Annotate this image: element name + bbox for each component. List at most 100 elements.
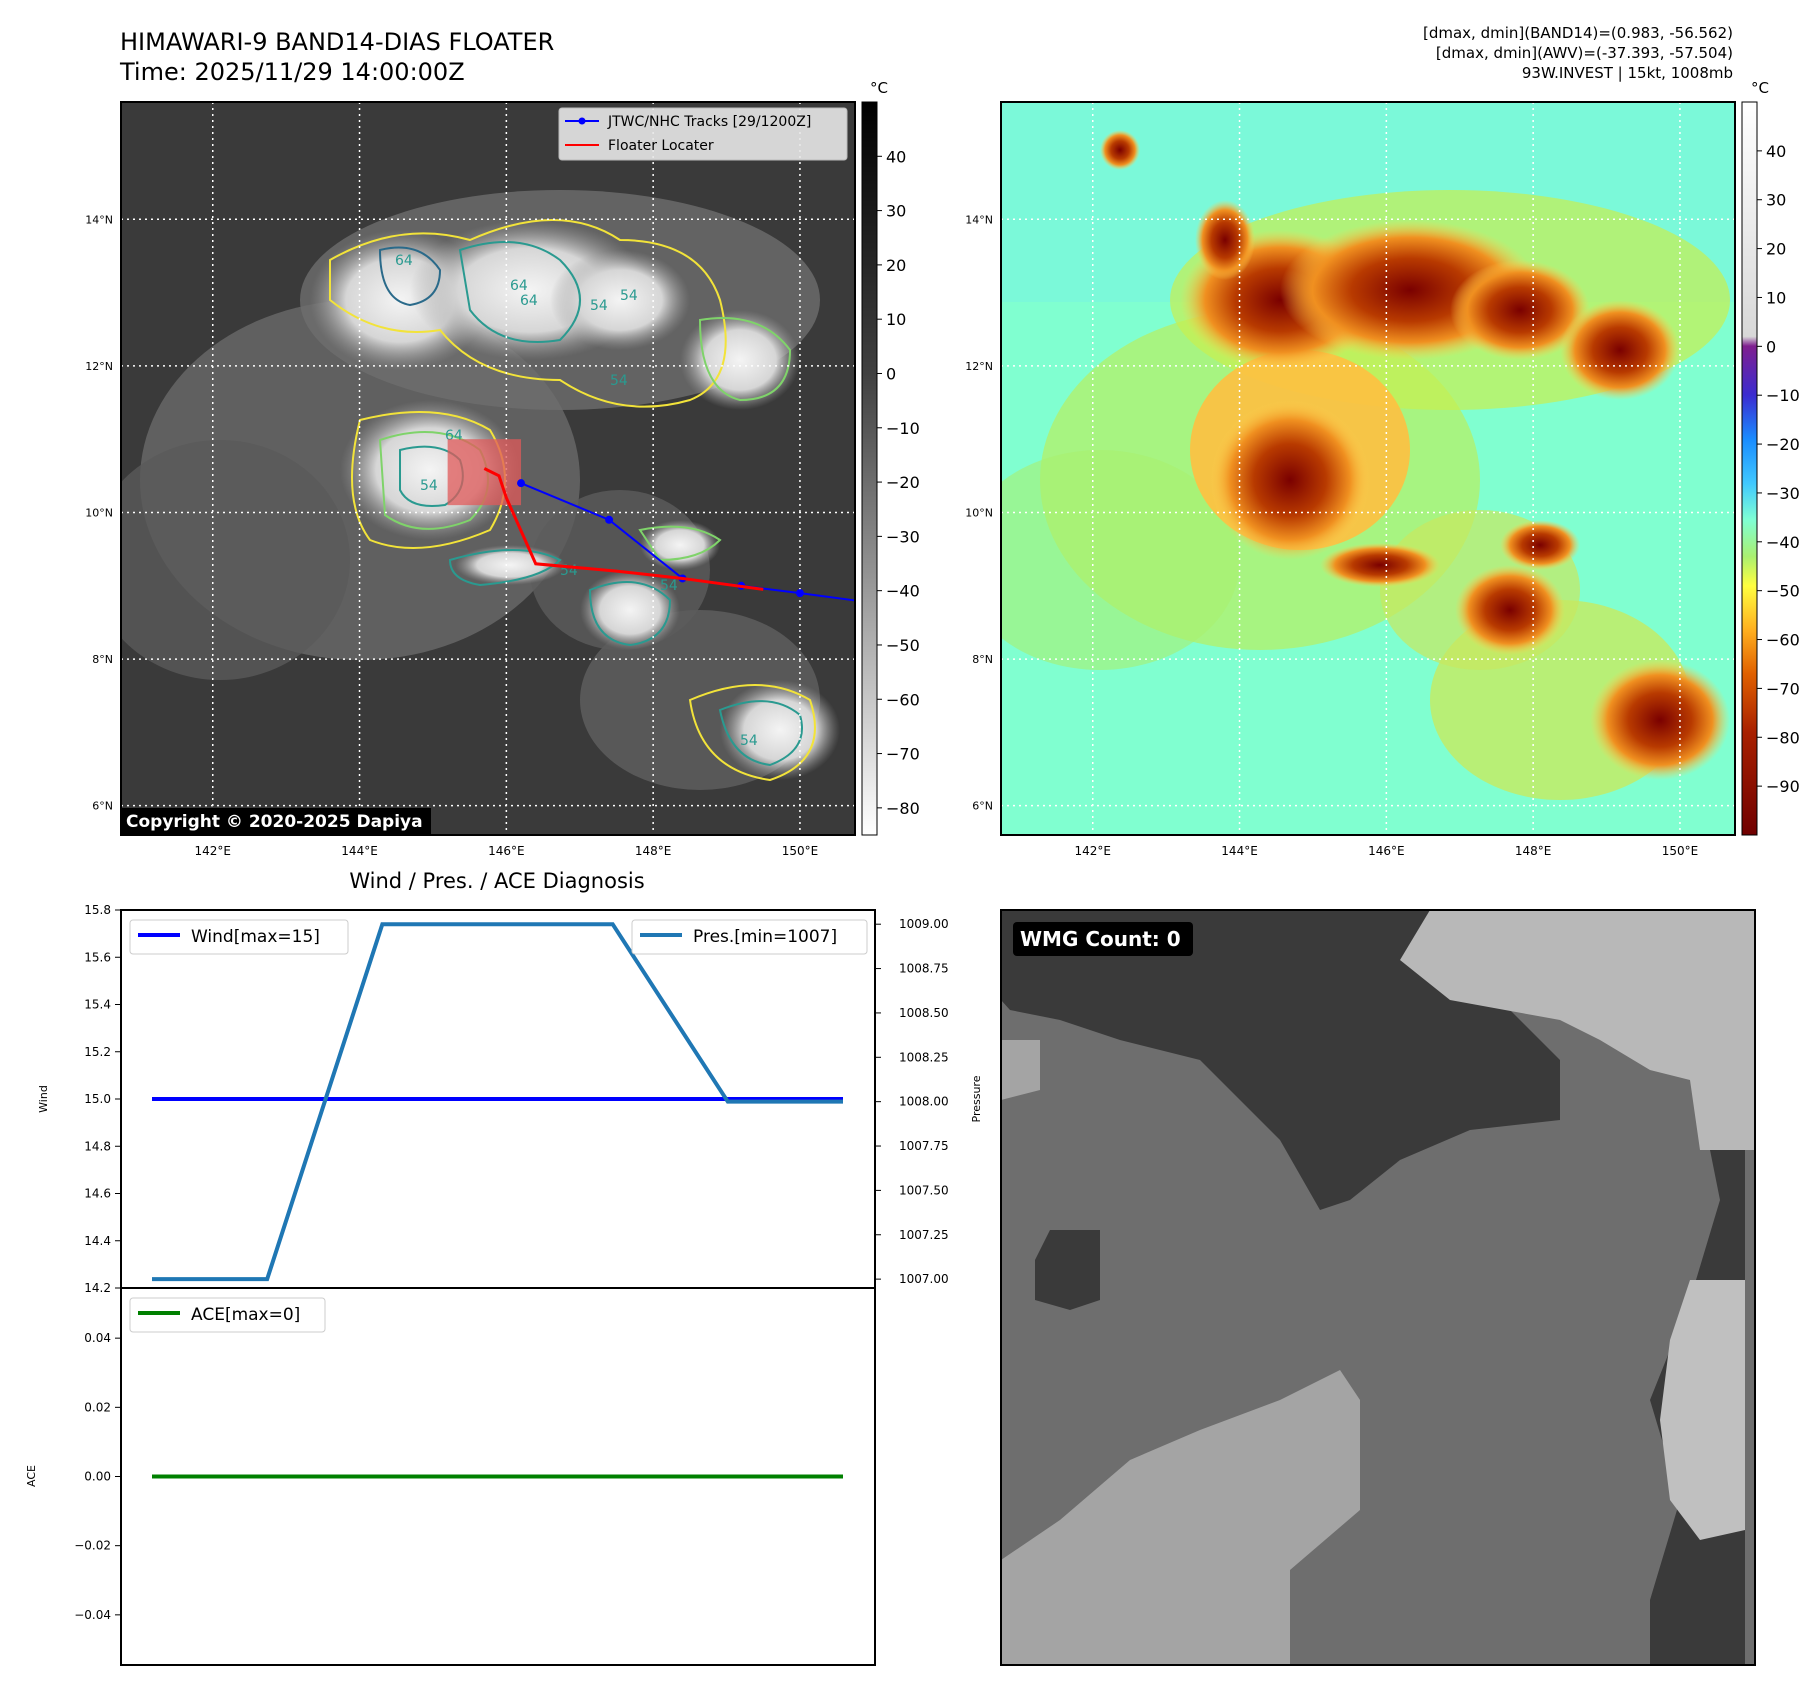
info-line-3: 93W.INVEST | 15kt, 1008mb	[1522, 64, 1733, 82]
info-line-2: [dmax, dmin](AWV)=(-37.393, -57.504)	[1436, 44, 1733, 62]
right-map-lat-tick-label: 8°N	[972, 653, 993, 666]
floater-track-line	[483, 467, 764, 591]
ace-legend: ACE[max=0]	[129, 1297, 326, 1333]
colorbar-tick-label: −40	[886, 582, 920, 601]
pressure-tick-label: 1009.00	[899, 917, 949, 931]
legend-floater-label: Floater Locater	[608, 138, 714, 154]
right-map-lat-tick-label: 14°N	[965, 213, 993, 226]
left-map-lon-tick-label: 150°E	[782, 844, 819, 858]
pressure-legend: Pres.[min=1007]	[631, 919, 868, 955]
ace-tick-label: 0.02	[84, 1400, 111, 1414]
pressure-series-line	[152, 922, 843, 1282]
ace-chart: 0.04 0.02 0.00 −0.02 −0.04 ACE ACE[max=0]	[25, 1287, 876, 1666]
contour-label: 54	[740, 733, 758, 749]
left-map-lat-tick-label: 12°N	[85, 360, 113, 373]
title-line-1: HIMAWARI-9 BAND14-DIAS FLOATER	[120, 28, 554, 56]
wmg-light-patch-left	[1001, 1040, 1040, 1100]
right-colorbar-ticks: 40 30 20 10 0 −10 −20 −30 −40 −50 −60 −70 −80 −90	[1757, 142, 1800, 796]
colorbar-tick-label: −20	[1766, 435, 1800, 454]
colorbar-tick-label: −70	[886, 745, 920, 764]
left-map-lon-tick-label: 142°E	[195, 844, 232, 858]
wmg-panel: WMG Count: 0	[1000, 909, 1756, 1666]
right-map-lat-tick-label: 10°N	[965, 506, 993, 519]
colorbar-tick-label: −50	[1766, 582, 1800, 601]
wind-axis-label: Wind	[37, 1085, 50, 1113]
right-colorbar-bar	[1741, 101, 1758, 836]
floater-locater-box	[447, 439, 522, 506]
pressure-axis-ticks: 1009.00 1008.75 1008.50 1008.25 1008.00 1007.…	[875, 917, 949, 1286]
colorbar-tick-label: 20	[1766, 240, 1786, 259]
wind-tick-label: 15.6	[84, 950, 111, 964]
legend-jtwc-label: JTWC/NHC Tracks [29/1200Z]	[607, 114, 811, 130]
left-colorbar: °C 40 30 20 10 0 −10 −20 −30 −40 −50 −60 −70 −80	[861, 79, 920, 836]
wind-tick-label: 15.0	[84, 1092, 111, 1106]
colorbar-tick-label: −30	[1766, 484, 1800, 503]
ace-tick-label: −0.02	[74, 1539, 111, 1553]
ace-tick-label: 0.04	[84, 1331, 111, 1345]
wmg-frame	[1000, 909, 1756, 1666]
wmg-light-region-top-right	[1400, 910, 1755, 1150]
colorbar-tick-label: −60	[1766, 631, 1800, 650]
wmg-count-text: WMG Count: 0	[1020, 927, 1181, 951]
colorbar-tick-label: −60	[886, 690, 920, 709]
right-colorbar: °C 40 30 20 10 0 −10 −20 −30 −40 −50 −60 −70 −80 −90	[1741, 79, 1800, 836]
right-map-lon-tick-label: 148°E	[1515, 844, 1552, 858]
wmg-light-region-right	[1660, 1280, 1745, 1540]
colorbar-tick-label: 40	[1766, 142, 1786, 161]
colorbar-tick-label: −80	[886, 799, 920, 818]
ace-axis-ticks: 0.04 0.02 0.00 −0.02 −0.04	[74, 1331, 121, 1622]
diagnosis-title: Wind / Pres. / ACE Diagnosis	[349, 869, 644, 893]
contour-label: 54	[590, 298, 608, 314]
colorbar-tick-label: −10	[886, 419, 920, 438]
wmg-count-badge	[1013, 922, 1193, 956]
title-line-2: Time: 2025/11/29 14:00:00Z	[119, 58, 465, 86]
wmg-dark-region-top	[1001, 910, 1560, 1210]
pressure-tick-label: 1008.75	[899, 962, 949, 976]
pressure-tick-label: 1007.00	[899, 1272, 949, 1286]
colorbar-tick-label: 40	[886, 147, 906, 166]
right-map-frame	[1000, 101, 1736, 836]
ace-legend-label: ACE[max=0]	[191, 1305, 300, 1325]
colorbar-tick-label: 10	[886, 310, 906, 329]
wmg-light-region-bottom-left	[1001, 1370, 1360, 1665]
right-map-lon-tick-label: 142°E	[1075, 844, 1112, 858]
contour-label: 54	[620, 288, 638, 304]
right-map-lon-tick-label: 146°E	[1368, 844, 1405, 858]
contour-label: 64	[395, 253, 413, 269]
colorbar-tick-label: 0	[886, 364, 896, 383]
colorbar-tick-label: −50	[886, 636, 920, 655]
wind-tick-label: 15.4	[84, 998, 111, 1012]
contour-label: 64	[510, 278, 528, 294]
colorbar-tick-label: −80	[1766, 728, 1800, 747]
left-map-frame	[120, 101, 856, 836]
pressure-tick-label: 1007.25	[899, 1228, 949, 1242]
contour-label: 54	[610, 373, 628, 389]
pressure-tick-label: 1007.75	[899, 1139, 949, 1153]
copyright-text: Copyright © 2020-2025 Dapiya	[126, 812, 423, 832]
colorbar-tick-label: −10	[1766, 386, 1800, 405]
left-colorbar-unit: °C	[870, 79, 888, 97]
pressure-tick-label: 1008.50	[899, 1006, 949, 1020]
left-map-lat-tick-label: 14°N	[85, 213, 113, 226]
pressure-legend-label: Pres.[min=1007]	[693, 927, 837, 947]
colorbar-tick-label: 30	[886, 202, 906, 221]
wind-tick-label: 15.8	[84, 903, 111, 917]
wind-tick-label: 14.6	[84, 1187, 111, 1201]
wmg-dark-patch	[1035, 1230, 1100, 1310]
jtwc-track-point	[517, 479, 526, 488]
colorbar-tick-label: −40	[1766, 533, 1800, 552]
colorbar-tick-label: −70	[1766, 679, 1800, 698]
right-map-lat-ticks: 14°N 12°N 10°N 8°N 6°N	[965, 213, 993, 812]
right-map-lon-ticks: 142°E 144°E 146°E 148°E 150°E	[1075, 844, 1699, 858]
pressure-tick-label: 1008.25	[899, 1050, 949, 1064]
colorbar-tick-label: 30	[1766, 191, 1786, 210]
left-map-lon-tick-label: 144°E	[341, 844, 378, 858]
ace-tick-label: 0.00	[84, 1470, 111, 1484]
info-line-1: [dmax, dmin](BAND14)=(0.983, -56.562)	[1423, 24, 1733, 42]
colorbar-tick-label: −20	[886, 473, 920, 492]
left-map-lat-ticks: 14°N 12°N 10°N 8°N 6°N	[85, 213, 113, 812]
left-map-lon-ticks: 142°E 144°E 146°E 148°E 150°E	[195, 844, 819, 858]
left-map-lon-tick-label: 146°E	[488, 844, 525, 858]
